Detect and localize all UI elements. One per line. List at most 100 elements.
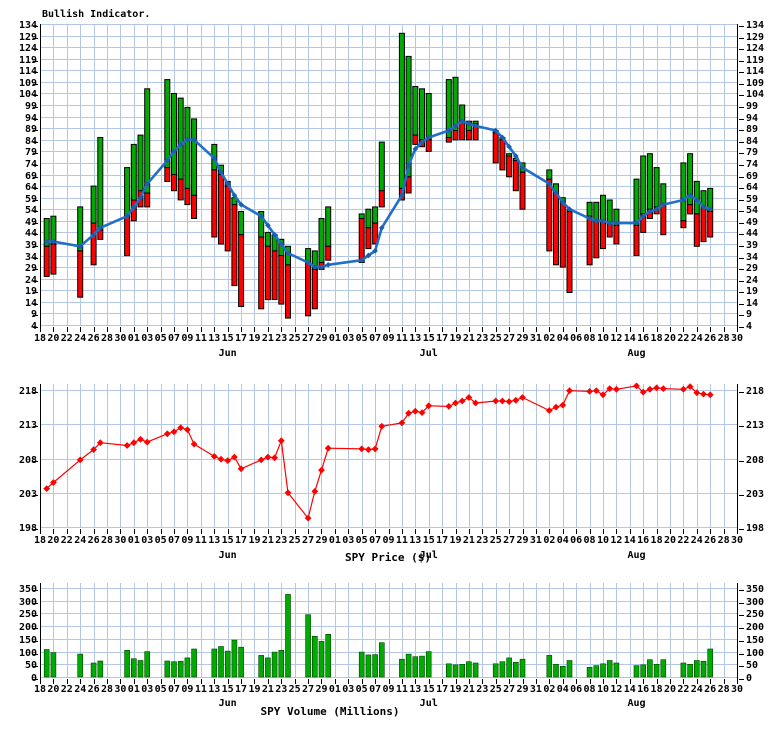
y-label-right: 94 — [746, 113, 758, 124]
indicator-bar-green — [633, 178, 640, 226]
x-label: 19 — [248, 535, 260, 546]
horizontal-gridlines — [33, 588, 744, 680]
x-label: 28 — [718, 684, 730, 695]
indicator-bar-red — [358, 218, 365, 263]
volume-bar — [265, 657, 271, 678]
month-label: Jul — [420, 348, 438, 359]
x-label: 26 — [88, 333, 100, 344]
x-label: 07 — [168, 684, 180, 695]
volume-bar — [184, 657, 191, 678]
price-marker — [130, 439, 138, 447]
y-label-right: 119 — [746, 55, 764, 66]
y-label-right: 59 — [746, 194, 758, 205]
y-label-right: 79 — [746, 147, 758, 158]
indicator-bar-red — [465, 130, 472, 141]
volume-bar — [499, 661, 506, 678]
x-label: 15 — [222, 684, 234, 695]
y-label-right: 200 — [746, 622, 764, 633]
price-marker — [646, 385, 654, 393]
indicator-bars — [43, 32, 714, 319]
y-label-left: 49 — [25, 217, 37, 228]
indicator-bar-red — [693, 213, 700, 247]
indicator-bar-red — [445, 137, 452, 143]
x-label: 05 — [356, 684, 368, 695]
ma-marker — [680, 197, 687, 203]
y-label-left: 0 — [31, 673, 37, 684]
y-label-right: 104 — [746, 89, 764, 100]
x-label: 17 — [235, 535, 247, 546]
indicator-bar-red — [238, 234, 245, 307]
axis-lines — [40, 24, 738, 331]
ma-marker — [586, 215, 593, 222]
horizontal-gridlines — [33, 24, 744, 328]
x-label: 17 — [235, 333, 247, 344]
volume-bar — [211, 648, 218, 678]
price-marker — [50, 479, 57, 486]
y-label-right: 34 — [746, 252, 758, 263]
indicator-bar-red — [425, 139, 432, 152]
y-label-right: 203 — [746, 489, 764, 500]
indicator-bar-green — [238, 211, 245, 236]
x-label: 28 — [101, 684, 113, 695]
x-label: 05 — [356, 535, 368, 546]
x-label: 22 — [61, 535, 73, 546]
volume-bar — [613, 662, 620, 678]
y-label-right: 9 — [746, 309, 752, 320]
x-label: 13 — [208, 535, 220, 546]
y-label-left: 250 — [19, 609, 37, 620]
x-label: 16 — [637, 333, 649, 344]
indicator-bar-red — [258, 236, 265, 310]
volume-bar — [131, 658, 137, 678]
indicator-bar-red — [492, 132, 499, 164]
x-label: 06 — [570, 535, 582, 546]
x-label: 14 — [624, 333, 636, 344]
indicator-bar-red — [633, 224, 640, 256]
x-label: 19 — [449, 684, 461, 695]
volume-bar — [285, 594, 291, 678]
indicator-bar-green — [97, 137, 104, 231]
x-label: 13 — [409, 535, 421, 546]
indicator-bar-red — [325, 245, 332, 261]
x-label: 18 — [651, 684, 663, 695]
x-label: 02 — [543, 684, 555, 695]
ma-marker — [512, 153, 519, 159]
x-label: 03 — [342, 684, 354, 695]
month-label: Jul — [420, 550, 438, 561]
x-label: 29 — [315, 684, 327, 695]
x-label: 10 — [597, 684, 609, 695]
indicator-bar-red — [660, 204, 667, 236]
volume-bar — [693, 660, 700, 678]
x-label: 27 — [302, 684, 314, 695]
x-label: 24 — [74, 535, 86, 546]
indicator-bar-red — [211, 169, 218, 238]
x-label: 18 — [651, 333, 663, 344]
y-label-left: 19 — [25, 286, 37, 297]
x-label: 25 — [289, 535, 301, 546]
indicator-bar-red — [224, 185, 231, 252]
indicator-bar-red — [191, 194, 198, 220]
x-label: 21 — [463, 333, 475, 344]
price-marker — [217, 455, 225, 463]
month-label: Jun — [219, 698, 237, 709]
price-marker — [365, 446, 372, 453]
indicator-bar-red — [613, 224, 620, 245]
indicator-bar-red — [184, 187, 191, 206]
price-marker — [163, 430, 171, 438]
volume-bar — [640, 664, 647, 678]
vertical-gridlines — [40, 24, 738, 325]
price-marker — [465, 394, 473, 401]
indicator-bar-red — [546, 178, 553, 252]
x-label: 17 — [436, 333, 448, 344]
price-marker — [499, 397, 506, 405]
volume-bar — [512, 662, 519, 678]
indicator-bar-red — [264, 245, 271, 301]
price-marker — [237, 465, 245, 473]
x-label: 29 — [315, 333, 327, 344]
x-label: 04 — [557, 333, 569, 344]
indicator-bar-red — [124, 215, 131, 257]
indicator-bar-green — [177, 97, 184, 180]
y-label-left: 124 — [19, 43, 37, 54]
volume-bar — [687, 664, 693, 678]
